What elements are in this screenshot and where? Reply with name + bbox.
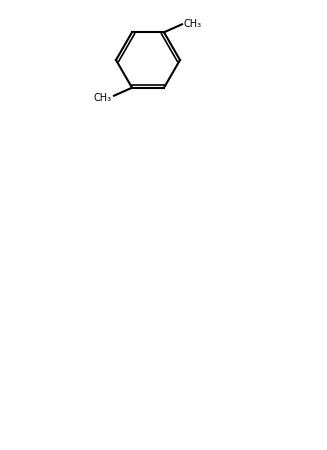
Text: CH₃: CH₃ [94, 93, 112, 103]
Text: CH₃: CH₃ [184, 19, 202, 29]
